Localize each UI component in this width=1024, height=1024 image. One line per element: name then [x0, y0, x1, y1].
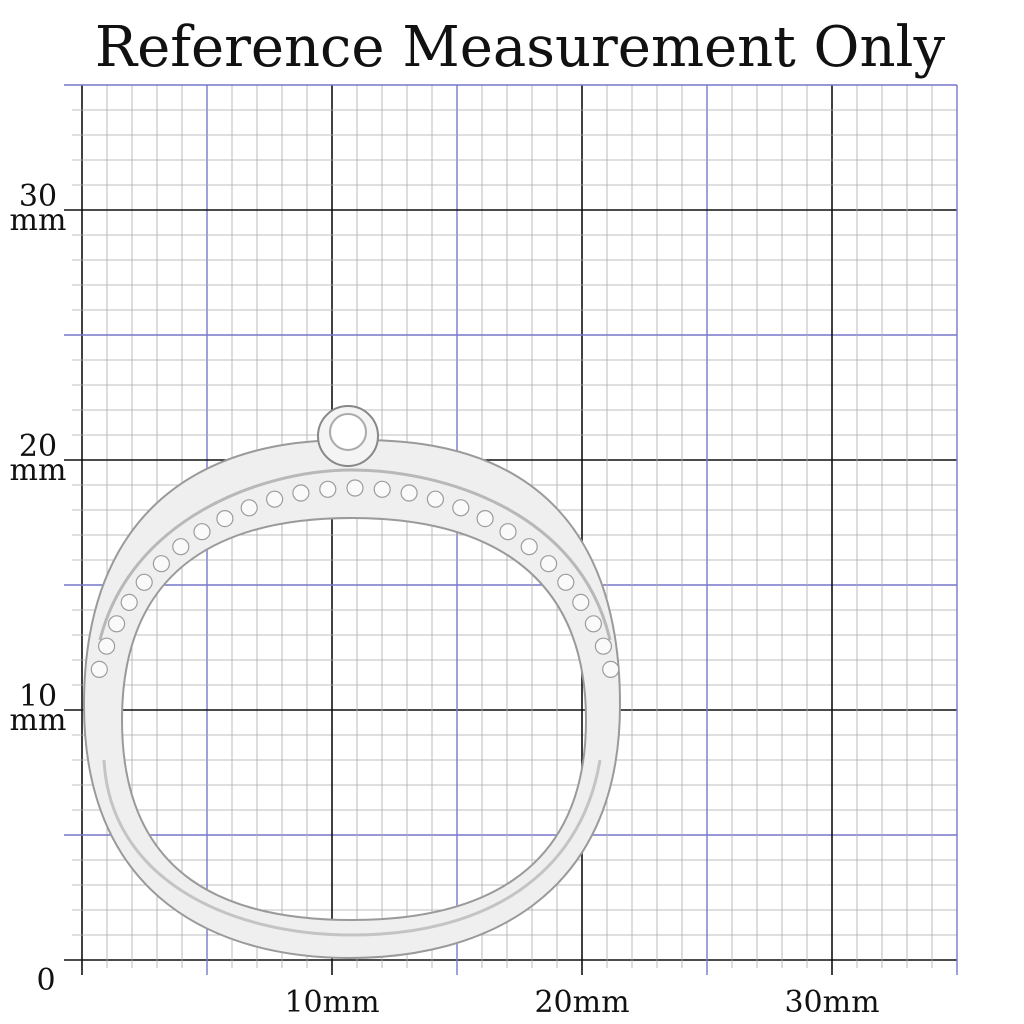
stone — [90, 660, 108, 679]
x-label: 20mm — [534, 985, 629, 1020]
stone — [557, 573, 575, 591]
stone — [193, 523, 211, 541]
stone — [539, 555, 558, 573]
stone — [594, 637, 613, 655]
stone — [373, 480, 391, 498]
title: Reference Measurement Only — [95, 15, 946, 80]
stone — [152, 555, 170, 573]
stone — [400, 484, 418, 502]
ring-photo — [82, 405, 622, 960]
ring-edge — [102, 759, 602, 937]
stone — [426, 490, 444, 508]
stone — [120, 593, 138, 612]
stone — [292, 484, 310, 502]
stone — [572, 593, 590, 612]
stone — [97, 637, 116, 655]
stone — [346, 479, 364, 497]
y-label-unit: mm — [10, 203, 67, 238]
y-label-number: 30 — [19, 179, 57, 214]
y-label-number: 20 — [19, 429, 57, 464]
stone — [172, 538, 190, 556]
stone — [476, 509, 494, 528]
stone — [266, 490, 284, 508]
y-label-unit: mm — [10, 703, 67, 738]
stone — [452, 499, 470, 517]
x-label: 30mm — [784, 985, 879, 1020]
ring-channel — [98, 468, 612, 641]
y-label-unit: mm — [10, 453, 67, 488]
stone — [240, 499, 258, 517]
stone — [520, 538, 538, 556]
stone — [319, 480, 337, 498]
stone — [602, 660, 620, 679]
y-label-number: 10 — [19, 679, 57, 714]
stone — [216, 509, 234, 528]
pave-stones — [90, 479, 620, 679]
stone — [499, 523, 517, 541]
center-stone — [329, 413, 367, 451]
origin-label: 0 — [36, 963, 55, 998]
stone — [135, 573, 153, 591]
ring-band — [82, 438, 622, 960]
stone — [107, 615, 126, 633]
x-label: 10mm — [284, 985, 379, 1020]
stone — [584, 615, 603, 633]
